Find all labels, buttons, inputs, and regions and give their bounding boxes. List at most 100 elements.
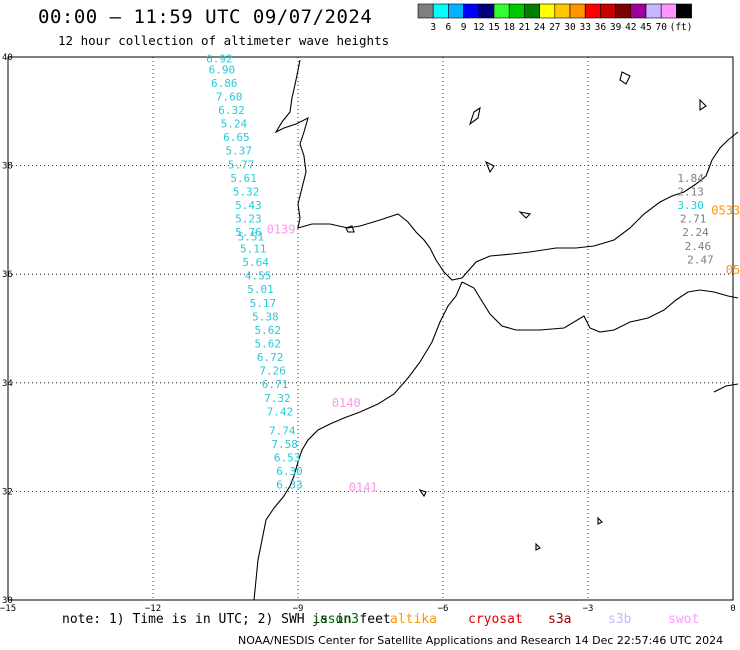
coastline-segment bbox=[535, 542, 541, 551]
mission-s3a: s3a bbox=[548, 612, 572, 627]
coastline-segment bbox=[418, 488, 427, 498]
y-tick-label: 40 bbox=[2, 53, 13, 63]
colorbar-tick-label: 33 bbox=[579, 22, 590, 33]
mission-altika: altika bbox=[390, 612, 437, 627]
colorbar-tick-label: 15 bbox=[488, 22, 499, 33]
swh-value-label: 5.32 bbox=[233, 185, 260, 198]
mission-jason3: jason3 bbox=[312, 612, 359, 627]
colorbar-tick-label: 12 bbox=[473, 22, 484, 33]
colorbar-swatch bbox=[676, 3, 692, 19]
swh-value-label: 5.61 bbox=[230, 172, 256, 185]
colorbar-swatch bbox=[600, 3, 616, 19]
footer-credit: NOAA/NESDIS Center for Satellite Applica… bbox=[238, 634, 724, 647]
colorbar-tick-label: 21 bbox=[519, 22, 531, 33]
colorbar-tick-label: 42 bbox=[625, 22, 636, 33]
y-tick-label: 36 bbox=[2, 270, 13, 280]
colorbar-swatch bbox=[569, 3, 586, 19]
swh-value-label: 6.92 bbox=[206, 52, 233, 65]
swh-value-label: 7.42 bbox=[267, 405, 294, 418]
swh-value-label: 5.62 bbox=[255, 324, 282, 337]
swh-value-label: 5.37 bbox=[226, 145, 253, 158]
page-title: 00:00 – 11:59 UTC 09/07/2024 bbox=[38, 6, 373, 28]
swh-value-label: 5.38 bbox=[252, 310, 278, 323]
x-tick-label: 0 bbox=[730, 604, 735, 614]
colorbar-tick-label: 3 bbox=[430, 22, 436, 33]
colorbar-swatch bbox=[508, 3, 525, 19]
swh-value-label: 6.71 bbox=[262, 378, 289, 391]
track-saral: 1.842.13 2.712.242.462.47 bbox=[677, 172, 713, 266]
track-jason3: 6.926.906.867.606.325.246.655.375.775.61… bbox=[206, 52, 303, 491]
swh-value-label: 2.47 bbox=[687, 253, 714, 266]
swh-value-label: 2.13 bbox=[677, 185, 704, 198]
colorbar-tick-label: 39 bbox=[610, 22, 622, 33]
coastline-segment bbox=[253, 281, 463, 601]
graticule bbox=[8, 57, 733, 600]
colorbar-tick-label: 24 bbox=[534, 22, 546, 33]
y-tick-label: 34 bbox=[2, 379, 13, 389]
colorbar-swatch bbox=[417, 3, 434, 19]
pass-time-labels: 0139 0140 0141 0533 05 bbox=[267, 203, 740, 494]
colorbar-swatch bbox=[645, 3, 662, 19]
colorbar-tick-label: 27 bbox=[549, 22, 560, 33]
satellite-tracks: 6.926.906.867.606.325.246.655.375.775.61… bbox=[206, 52, 713, 491]
swh-value-label: 5.77 bbox=[228, 158, 255, 171]
swh-value-label: 5.24 bbox=[221, 118, 248, 131]
swh-value-label: 2.24 bbox=[682, 226, 709, 239]
swh-value-label: 7.58 bbox=[271, 438, 298, 451]
coastline-segment bbox=[713, 383, 739, 393]
coastline bbox=[253, 59, 739, 601]
swh-value-label: 5.11 bbox=[240, 242, 267, 255]
swh-value-label: 7.32 bbox=[264, 392, 291, 405]
coastline-segment bbox=[468, 106, 481, 126]
wave-height-colorbar: 3 6 9 12 15 18 21 24 27 30 33 36 39 42 45 70 (ft) bbox=[417, 3, 693, 33]
swh-value-label: 7.60 bbox=[216, 90, 243, 103]
colorbar-tick-label: 30 bbox=[564, 22, 576, 33]
pass-time-label: 0533 bbox=[711, 203, 740, 217]
coastline-segment bbox=[274, 59, 463, 281]
swh-value-label: 6.65 bbox=[223, 131, 250, 144]
colorbar-tick-label: 36 bbox=[595, 22, 607, 33]
colorbar-swatch bbox=[463, 3, 480, 19]
footer-note: note: 1) Time is in UTC; 2) SWH is in fe… bbox=[62, 612, 391, 627]
colorbar-swatch bbox=[448, 3, 464, 19]
coastline-segment bbox=[518, 211, 532, 219]
swh-value-label: 7.74 bbox=[269, 424, 296, 437]
colorbar-unit: (ft) bbox=[670, 22, 693, 33]
coastline-segment bbox=[699, 98, 707, 112]
swh-value-label: 6.53 bbox=[274, 452, 301, 465]
coastline-segment bbox=[597, 516, 603, 525]
swh-value-label: 6.33 bbox=[276, 479, 303, 492]
mission-swot: swot bbox=[668, 612, 700, 627]
swh-value-label: 5.01 bbox=[247, 283, 274, 296]
swh-value-label: 6.72 bbox=[257, 351, 284, 364]
swh-value-label: 3.30 bbox=[677, 199, 704, 212]
colorbar-swatch bbox=[432, 3, 449, 19]
swh-value-label: 6.90 bbox=[209, 63, 236, 76]
coastline-segment bbox=[484, 160, 495, 174]
swh-value-label: 5.76 bbox=[235, 226, 262, 239]
swh-value-label: 5.51 bbox=[238, 231, 264, 244]
swh-value-label: 6.86 bbox=[211, 77, 238, 90]
swh-value-label: 5.17 bbox=[250, 297, 277, 310]
colorbar-tick-label: 9 bbox=[461, 22, 467, 33]
colorbar-tick-label: 70 bbox=[655, 22, 667, 33]
colorbar-swatch bbox=[539, 3, 556, 19]
colorbar-swatch bbox=[630, 3, 647, 19]
colorbar-tick-label: 6 bbox=[446, 22, 452, 33]
colorbar-swatch bbox=[493, 3, 510, 19]
swh-value-label: 7.26 bbox=[259, 365, 286, 378]
swh-value-label: 2.71 bbox=[680, 213, 707, 226]
colorbar-tick-label: 45 bbox=[640, 22, 651, 33]
map-frame bbox=[7, 56, 734, 601]
colorbar-swatch bbox=[615, 3, 632, 19]
coastline-segment bbox=[461, 131, 739, 279]
swh-value-label: 5.23 bbox=[235, 213, 262, 226]
y-tick-label: 32 bbox=[2, 487, 13, 497]
colorbar-tick-label: 18 bbox=[503, 22, 515, 33]
colorbar-swatch bbox=[584, 3, 601, 19]
swh-value-label: 6.32 bbox=[218, 104, 245, 117]
coastline-segment bbox=[619, 71, 631, 85]
